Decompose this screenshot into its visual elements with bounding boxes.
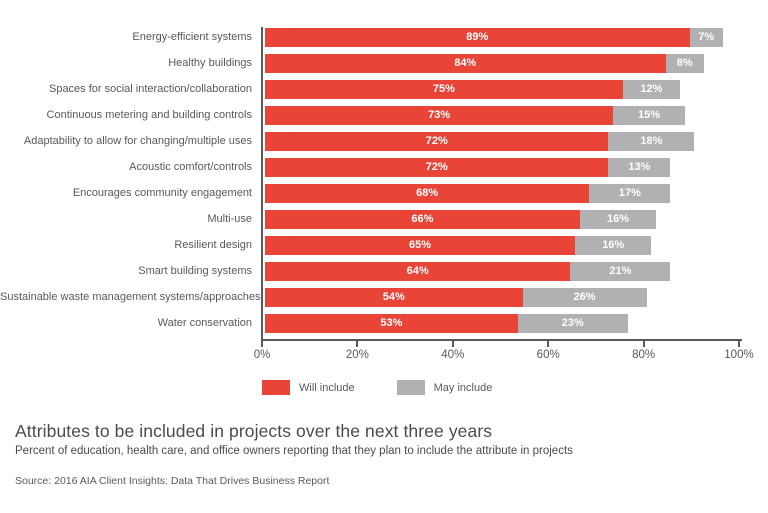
category-label: Energy-efficient systems bbox=[132, 31, 252, 43]
category-label: Smart building systems bbox=[138, 265, 252, 277]
will-include-swatch bbox=[262, 380, 290, 395]
legend-item-will-include: Will include bbox=[262, 380, 355, 395]
stacked-bar: 84% 8% bbox=[265, 54, 704, 73]
stacked-bar: 66% 16% bbox=[265, 210, 657, 229]
category-label: Continuous metering and building control… bbox=[46, 109, 252, 121]
bar-row: Healthy buildings 84% 8% bbox=[0, 54, 768, 73]
legend-item-may-include: May include bbox=[396, 380, 493, 395]
chart-title: Attributes to be included in projects ov… bbox=[15, 421, 493, 441]
category-label: Acoustic comfort/controls bbox=[129, 161, 252, 173]
stacked-bar: 65% 16% bbox=[265, 236, 652, 255]
y-axis-line bbox=[261, 27, 263, 341]
legend: Will include May include bbox=[262, 380, 534, 395]
x-axis-tick-label: 40% bbox=[441, 349, 465, 361]
will-include-segment: 64% bbox=[265, 262, 571, 281]
stacked-bar: 68% 17% bbox=[265, 184, 671, 203]
may-include-segment: 17% bbox=[589, 184, 671, 203]
stacked-bar: 75% 12% bbox=[265, 80, 680, 99]
x-axis-tick bbox=[738, 339, 740, 347]
x-axis-tick bbox=[547, 339, 550, 347]
x-axis-tick-label: 60% bbox=[536, 349, 560, 361]
stacked-bar: 64% 21% bbox=[265, 262, 671, 281]
will-include-segment: 84% bbox=[265, 54, 666, 73]
will-include-segment: 66% bbox=[265, 210, 580, 229]
may-include-segment: 16% bbox=[579, 210, 657, 229]
stacked-bar: 53% 23% bbox=[265, 314, 628, 333]
legend-label-may-include: May include bbox=[433, 381, 493, 394]
x-axis-tick bbox=[642, 339, 645, 347]
stacked-bar: 72% 13% bbox=[265, 158, 671, 177]
bar-row: Energy-efficient systems 89% 7% bbox=[0, 28, 768, 47]
x-axis-tick-label: 80% bbox=[632, 349, 656, 361]
x-axis-tick bbox=[261, 339, 263, 347]
stacked-bar: 72% 18% bbox=[265, 132, 695, 151]
bar-row: Encourages community engagement 68% 17% bbox=[0, 184, 768, 203]
may-include-segment: 18% bbox=[608, 132, 695, 151]
bar-row: Acoustic comfort/controls 72% 13% bbox=[0, 158, 768, 177]
category-label: Healthy buildings bbox=[168, 57, 252, 69]
will-include-segment: 65% bbox=[265, 236, 576, 255]
stacked-bar: 73% 15% bbox=[265, 106, 685, 125]
bar-rows: Energy-efficient systems 89% 7% Healthy bui… bbox=[0, 28, 768, 340]
bar-row: Adaptability to allow for changing/multi… bbox=[0, 132, 768, 151]
may-include-segment: 8% bbox=[665, 54, 704, 73]
legend-label-will-include: Will include bbox=[299, 381, 355, 394]
will-include-segment: 54% bbox=[265, 288, 523, 307]
will-include-segment: 89% bbox=[265, 28, 690, 47]
will-include-segment: 73% bbox=[265, 106, 614, 125]
may-include-segment: 13% bbox=[608, 158, 671, 177]
x-axis-tick bbox=[451, 339, 454, 347]
may-include-swatch bbox=[396, 380, 425, 395]
chart-subtitle: Percent of education, health care, and o… bbox=[15, 445, 573, 457]
may-include-segment: 21% bbox=[570, 262, 671, 281]
title-block: Attributes to be included in projects ov… bbox=[15, 421, 755, 457]
bar-row: Resilient design 65% 16% bbox=[0, 236, 768, 255]
category-label: Water conservation bbox=[157, 317, 252, 329]
category-label: Encourages community engagement bbox=[72, 187, 252, 199]
source-note: Source: 2016 AIA Client Insights: Data T… bbox=[15, 475, 330, 487]
may-include-segment: 23% bbox=[517, 314, 628, 333]
category-label: Resilient design bbox=[174, 239, 252, 251]
will-include-segment: 72% bbox=[265, 132, 609, 151]
will-include-segment: 53% bbox=[265, 314, 518, 333]
x-axis-tick-label: 100% bbox=[724, 349, 754, 361]
category-label: Adaptability to allow for changing/multi… bbox=[23, 135, 252, 147]
bar-row: Spaces for social interaction/collaborat… bbox=[0, 80, 768, 99]
may-include-segment: 26% bbox=[522, 288, 647, 307]
may-include-segment: 16% bbox=[575, 236, 652, 255]
bar-row: Multi-use 66% 16% bbox=[0, 210, 768, 229]
category-label: Spaces for social interaction/collaborat… bbox=[48, 83, 252, 95]
x-axis-tick-label: 20% bbox=[345, 349, 369, 361]
bar-row: Continuous metering and building control… bbox=[0, 106, 768, 125]
stacked-bar: 89% 7% bbox=[265, 28, 723, 47]
x-axis-line bbox=[261, 339, 742, 341]
stacked-bar: 54% 26% bbox=[265, 288, 647, 307]
will-include-segment: 75% bbox=[265, 80, 623, 99]
bar-row: Sustainable waste management systems/app… bbox=[0, 288, 768, 307]
category-label: Sustainable waste management systems/app… bbox=[0, 291, 261, 303]
x-axis-tick-label: 0% bbox=[253, 349, 271, 361]
bar-row: Water conservation 53% 23% bbox=[0, 314, 768, 333]
x-axis-tick bbox=[356, 339, 359, 347]
will-include-segment: 68% bbox=[265, 184, 590, 203]
may-include-segment: 15% bbox=[613, 106, 685, 125]
bar-row: Smart building systems 64% 21% bbox=[0, 262, 768, 281]
may-include-segment: 7% bbox=[689, 28, 723, 47]
category-label: Multi-use bbox=[207, 213, 252, 225]
will-include-segment: 72% bbox=[265, 158, 609, 177]
may-include-segment: 12% bbox=[622, 80, 680, 99]
